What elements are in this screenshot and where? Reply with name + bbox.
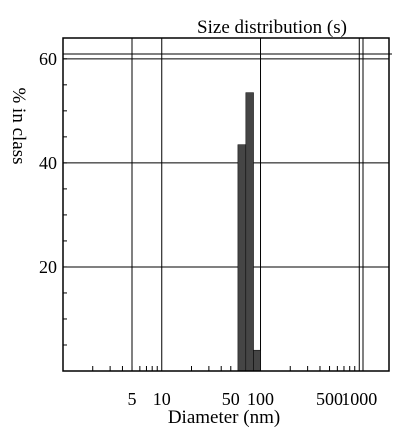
minor-ticks	[63, 58, 390, 371]
grid-lines	[63, 38, 392, 371]
x-tick-label: 500	[316, 389, 343, 409]
x-tick-label: 50	[222, 389, 240, 409]
bar	[237, 144, 247, 372]
bars	[237, 92, 261, 372]
y-tick-labels: 20 40 60	[39, 49, 57, 277]
x-tick-label: 10	[153, 389, 171, 409]
y-tick-label: 60	[39, 49, 57, 69]
x-tick-label: 5	[128, 389, 137, 409]
bar	[245, 92, 254, 372]
chart-title: Size distribution (s)	[197, 17, 347, 38]
plot-frame	[62, 37, 390, 372]
y-axis-label: % in class	[8, 87, 29, 164]
y-tick-label: 40	[39, 153, 57, 173]
bar	[253, 349, 261, 372]
y-tick-label: 20	[39, 257, 57, 277]
x-tick-label: 100	[247, 389, 274, 409]
x-axis-label: Diameter (nm)	[168, 407, 280, 428]
x-tick-label: 1000	[341, 389, 377, 409]
